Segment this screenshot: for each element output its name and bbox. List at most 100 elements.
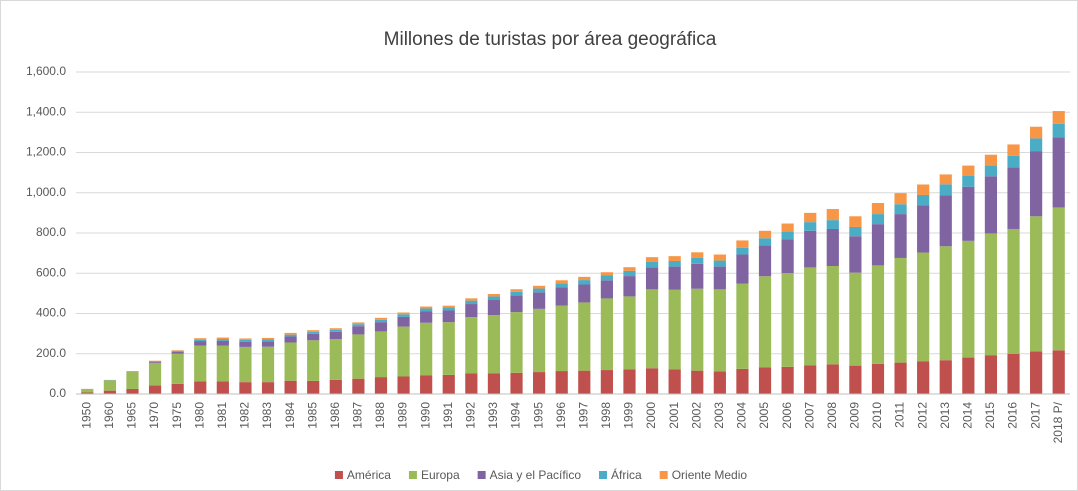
- x-tick-label: 2015: [983, 402, 997, 429]
- bar-segment: [736, 254, 749, 284]
- bar-segment: [81, 389, 94, 393]
- bar-segment: [284, 336, 297, 343]
- bar-segment: [510, 295, 523, 313]
- x-tick-label: 1992: [464, 402, 478, 429]
- x-tick-label: 1993: [486, 402, 500, 429]
- bar-segment: [1052, 350, 1065, 394]
- bar-segment: [1007, 353, 1020, 394]
- x-tick-label: 1984: [283, 402, 297, 429]
- bar-segment: [758, 367, 772, 394]
- bar-segment: [939, 184, 952, 196]
- y-tick-label: 1,600.0: [26, 64, 66, 78]
- bar-segment: [352, 378, 365, 394]
- x-tick-label: 2006: [780, 402, 794, 429]
- bar-segment: [781, 239, 794, 274]
- bar-segment: [239, 346, 252, 383]
- bar-segment: [894, 257, 907, 363]
- bar-segment: [781, 231, 794, 240]
- legend-swatch: [477, 471, 486, 479]
- bar-segment: [374, 317, 388, 320]
- bar-segment: [804, 365, 817, 394]
- x-tick-label: 2008: [825, 402, 839, 429]
- bar-segment: [962, 165, 975, 176]
- bar-segment: [781, 223, 794, 232]
- bar-segment: [849, 226, 862, 237]
- bar-segment: [420, 322, 433, 376]
- bar-segment: [510, 312, 523, 373]
- bar-segment: [804, 230, 817, 268]
- bar-segment: [307, 333, 320, 341]
- bar-segment: [849, 365, 862, 394]
- bar-segment: [487, 293, 501, 297]
- x-tick-label: 1988: [373, 402, 387, 429]
- bar-segment: [284, 334, 297, 337]
- bar-segment: [781, 366, 794, 394]
- bar-segment: [917, 205, 930, 253]
- bar-segment: [713, 289, 726, 372]
- bar-segment: [871, 363, 885, 394]
- x-tick-label: 2016: [1006, 402, 1020, 429]
- bar-segment: [623, 369, 636, 394]
- bar-segment: [216, 337, 229, 340]
- bar-segment: [713, 254, 726, 261]
- bar-segment: [826, 266, 839, 365]
- x-tick-label: 1987: [351, 402, 365, 429]
- bar-segment: [736, 247, 749, 255]
- bar-segment: [623, 270, 636, 277]
- bar-segment: [442, 322, 455, 375]
- bar-segment: [691, 252, 704, 258]
- bar-segment: [849, 272, 862, 366]
- bar-segment: [871, 224, 885, 266]
- bar-segment: [758, 230, 772, 239]
- bar-segment: [171, 351, 184, 354]
- bar-segment: [194, 338, 207, 340]
- bar-segment: [194, 381, 207, 394]
- x-tick-label: 2005: [757, 402, 771, 429]
- x-tick-label: 2007: [802, 402, 816, 429]
- legend-swatch: [659, 471, 668, 479]
- bar-segment: [645, 289, 659, 369]
- bar-segment: [555, 371, 568, 394]
- x-tick-label: 1950: [79, 402, 93, 429]
- bar-segment: [329, 329, 342, 332]
- bar-segment: [939, 174, 952, 185]
- legend-label: África: [611, 467, 642, 482]
- bar-segment: [81, 392, 94, 394]
- bar-segment: [374, 377, 388, 394]
- bar-segment: [171, 353, 184, 384]
- x-tick-label: 1994: [509, 402, 523, 429]
- bar-segment: [126, 388, 139, 394]
- bar-segment: [555, 305, 568, 372]
- bar-segment: [623, 296, 636, 370]
- bar-segment: [645, 257, 659, 262]
- legend-label: Asia y el Pacífico: [490, 468, 582, 482]
- bar-segment: [939, 360, 952, 394]
- bar-segment: [917, 184, 930, 195]
- x-tick-label: 2001: [667, 402, 681, 429]
- bar-segment: [374, 319, 388, 323]
- x-tick-label: 2010: [870, 402, 884, 429]
- x-tick-label: 1997: [576, 402, 590, 429]
- bar-segment: [103, 390, 116, 394]
- bar-segment: [352, 322, 365, 325]
- bar-segment: [894, 193, 907, 205]
- bar-segment: [1030, 351, 1043, 394]
- bar-segment: [668, 369, 681, 394]
- y-tick-label: 600.0: [36, 265, 66, 279]
- x-tick-label: 1990: [418, 402, 432, 429]
- bar-segment: [984, 233, 998, 356]
- bar-segment: [668, 256, 681, 261]
- bar-segment: [871, 265, 885, 364]
- bar-segment: [216, 345, 229, 382]
- bar-segment: [984, 165, 998, 177]
- bar-segment: [894, 204, 907, 215]
- bar-segment: [442, 307, 455, 311]
- bar-segment: [781, 273, 794, 367]
- bar-segment: [736, 368, 749, 394]
- bar-segment: [171, 350, 184, 352]
- bar-segment: [1030, 126, 1043, 139]
- bar-segment: [487, 315, 501, 374]
- bar-segment: [984, 355, 998, 394]
- bar-segment: [533, 372, 546, 394]
- bar-segment: [1007, 167, 1020, 229]
